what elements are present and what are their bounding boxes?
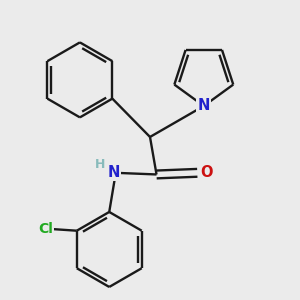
Text: N: N [198,98,210,113]
Text: Cl: Cl [38,222,53,236]
Text: O: O [200,165,213,180]
Text: H: H [95,158,105,171]
Text: N: N [108,165,120,180]
